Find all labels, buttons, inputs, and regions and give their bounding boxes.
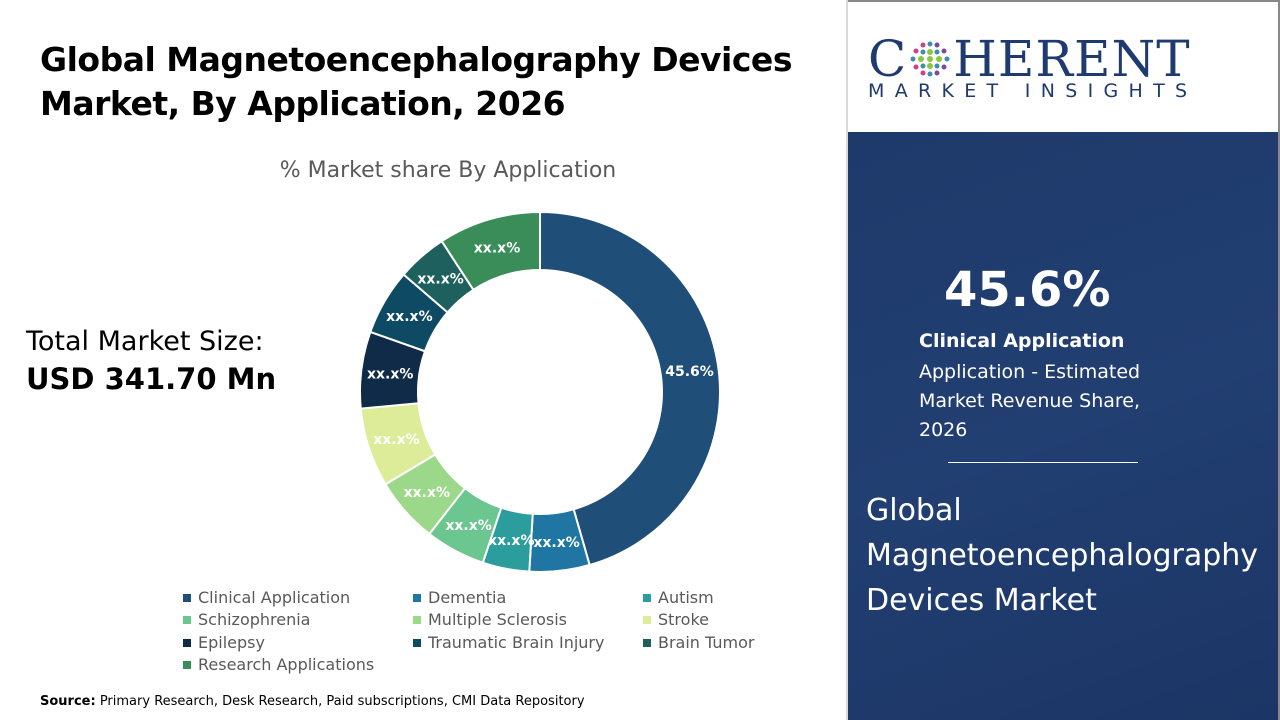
title-line-2: Market, By Application, 2026 [40, 84, 566, 123]
legend-swatch [413, 638, 421, 647]
legend-swatch [413, 593, 421, 602]
data-label: xx.x% [474, 240, 520, 256]
legend-label: Schizophrenia [198, 610, 311, 629]
legend-swatch [183, 615, 191, 624]
legend-item: Clinical Application [183, 588, 350, 607]
legend-item: Brain Tumor [643, 633, 754, 652]
total-market-value: USD 341.70 Mn [26, 362, 277, 396]
legend-item: Epilepsy [183, 633, 265, 652]
logo: C HERENT MARKET INSIGHTS [848, 0, 1280, 132]
total-market-label: Total Market Size: [26, 326, 264, 357]
highlight-value: 45.6% [944, 262, 1111, 318]
legend-label: Autism [658, 588, 714, 607]
panel-divider [948, 462, 1138, 463]
legend-label: Multiple Sclerosis [428, 610, 568, 629]
legend-label: Dementia [428, 588, 507, 607]
legend-item: Autism [643, 588, 714, 607]
market-name: Global Magnetoencephalography Devices Ma… [866, 493, 1259, 618]
highlight-segment: Clinical Application [919, 330, 1125, 352]
highlight-description: Application - Estimated Market Revenue S… [919, 361, 1141, 441]
legend-label: Stroke [658, 610, 709, 629]
legend-swatch [643, 593, 651, 602]
divider [846, 0, 848, 720]
donut-slice-clinical-application [539, 210, 721, 567]
legend-item: Research Applications [183, 655, 374, 674]
legend-item: Traumatic Brain Injury [413, 633, 604, 652]
legend-item: Schizophrenia [183, 610, 310, 629]
data-label: xx.x% [533, 535, 579, 551]
legend-item: Multiple Sclerosis [413, 610, 567, 629]
donut-chart: 45.6%xx.x%xx.x%xx.x%xx.x%xx.x%xx.x%xx.x%… [359, 210, 721, 573]
data-label: xx.x% [488, 533, 534, 549]
legend-label: Epilepsy [198, 633, 265, 652]
data-label: xx.x% [367, 366, 413, 382]
legend-swatch [643, 615, 651, 624]
data-label: xx.x% [373, 432, 419, 448]
legend-label: Traumatic Brain Injury [428, 633, 605, 652]
legend-item: Dementia [413, 588, 506, 607]
logo-wordmark: C HERENT [868, 30, 1191, 88]
logo-tagline: MARKET INSIGHTS [868, 80, 1198, 102]
data-label: xx.x% [404, 485, 450, 501]
globe-dots-icon [910, 41, 950, 77]
legend-swatch [413, 615, 421, 624]
data-label: xx.x% [386, 309, 432, 325]
legend-swatch [183, 593, 191, 602]
legend-label: Brain Tumor [658, 633, 755, 652]
chart-title: % Market share By Application [279, 158, 617, 183]
legend-swatch [643, 638, 651, 647]
data-label: xx.x% [445, 518, 491, 534]
source-label: Source: [40, 694, 96, 709]
page-title: Global Magnetoencephalography Devices Ma… [40, 38, 792, 126]
legend-label: Research Applications [198, 655, 375, 674]
donut-slice-research-applications [440, 210, 541, 292]
chart-area: Global Magnetoencephalography Devices Ma… [26, 38, 793, 709]
source-note: Source: Primary Research, Desk Research,… [40, 694, 585, 709]
highlight-panel: 45.6% Clinical Application Application -… [848, 132, 1280, 720]
legend-swatch [183, 638, 191, 647]
source-text: Primary Research, Desk Research, Paid su… [95, 694, 585, 709]
data-label: xx.x% [417, 271, 463, 287]
legend-label: Clinical Application [198, 588, 351, 607]
data-label: 45.6% [665, 364, 714, 380]
legend-swatch [183, 660, 191, 669]
title-line-1: Global Magnetoencephalography Devices [40, 40, 792, 79]
legend-item: Stroke [643, 610, 709, 629]
